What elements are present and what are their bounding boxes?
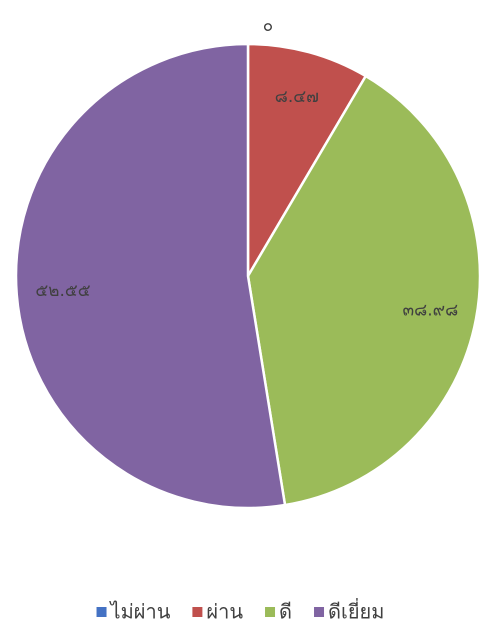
data-label: ๓๘.๙๘ xyxy=(403,300,459,320)
legend-swatch xyxy=(96,607,107,617)
data-label: ๐ xyxy=(263,16,273,36)
pie-slice xyxy=(246,42,368,281)
legend-swatch xyxy=(265,607,276,617)
legend-label: ผ่าน xyxy=(206,600,243,624)
legend-label: ไม่ผ่าน xyxy=(109,600,171,624)
legend-swatch xyxy=(192,607,203,617)
pie-slice xyxy=(14,42,287,510)
data-label: ๕๒.๕๕ xyxy=(35,281,90,301)
data-label: ๘.๔๗ xyxy=(275,87,319,107)
legend-label: ดี xyxy=(279,600,292,624)
legend-label: ดีเยี่ยม xyxy=(328,598,384,624)
legend-swatch xyxy=(314,607,325,617)
pie-slice xyxy=(246,74,481,507)
